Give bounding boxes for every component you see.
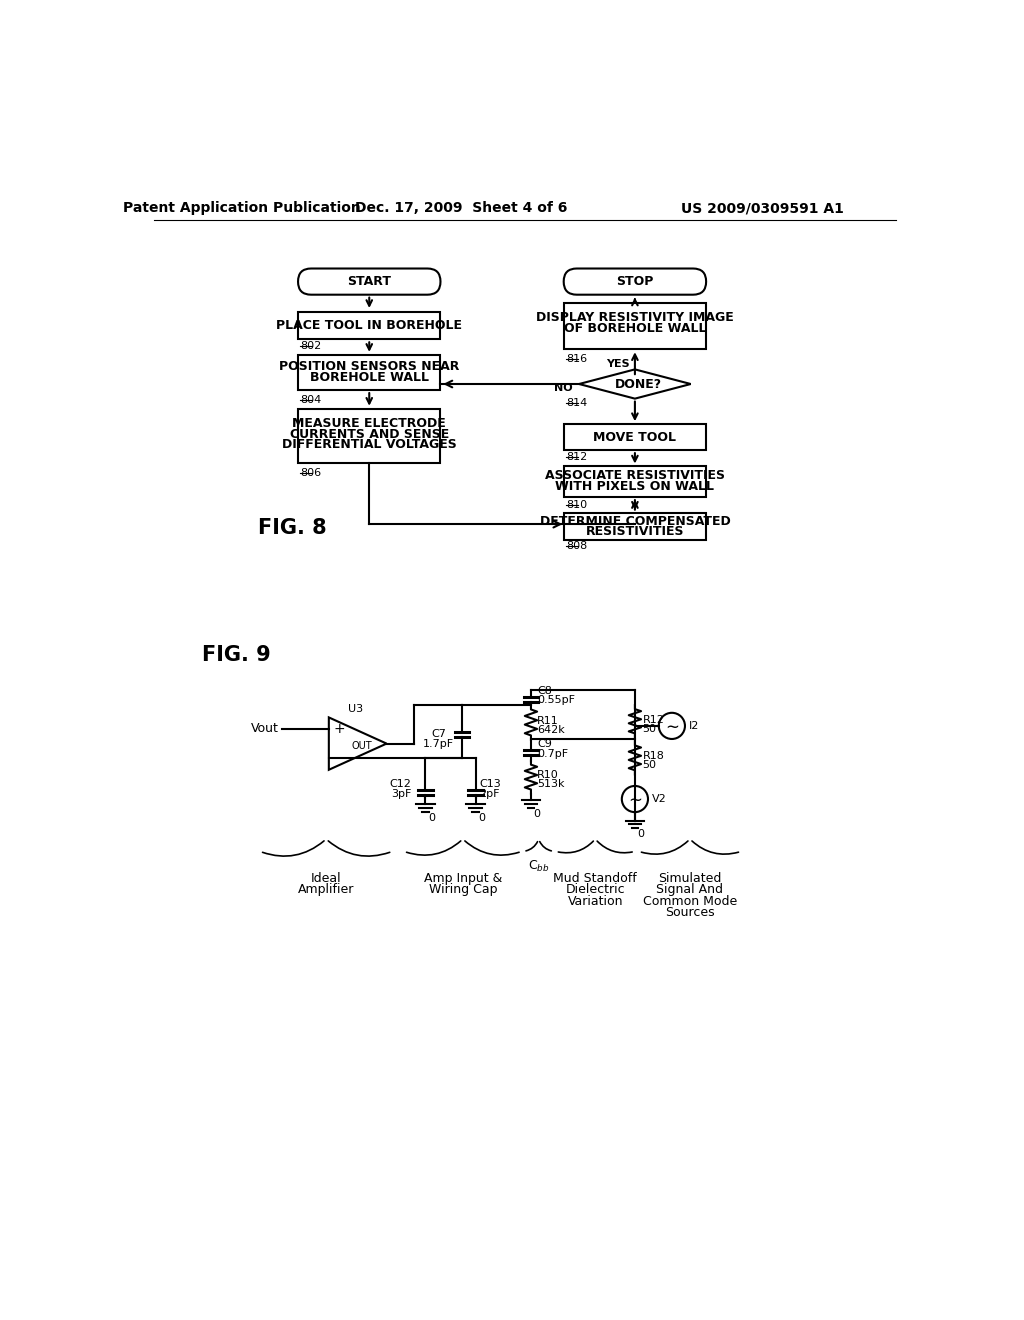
Bar [563,304,707,350]
Text: C13: C13 [479,779,501,788]
Text: Amplifier: Amplifier [298,883,354,896]
Text: 50: 50 [643,760,656,770]
Bar [298,312,440,339]
Text: START: START [347,275,391,288]
Text: MOVE TOOL: MOVE TOOL [594,430,677,444]
Text: ASSOCIATE RESISTIVITIES: ASSOCIATE RESISTIVITIES [545,469,725,482]
Text: 806: 806 [300,467,322,478]
Bar [298,409,440,462]
Text: R18: R18 [643,751,665,760]
Text: Vout: Vout [251,722,280,735]
FancyBboxPatch shape [298,268,440,294]
Text: 0: 0 [428,813,435,824]
Text: 1.7pF: 1.7pF [423,739,454,750]
Text: 2pF: 2pF [479,788,500,799]
Text: −: − [333,751,345,766]
Text: 0: 0 [478,813,484,824]
Text: Common Mode: Common Mode [643,895,737,908]
Text: 802: 802 [300,342,322,351]
Text: Signal And: Signal And [656,883,724,896]
Text: MEASURE ELECTRODE: MEASURE ELECTRODE [293,417,446,430]
Text: STOP: STOP [616,275,653,288]
Text: Ideal: Ideal [311,871,341,884]
Text: 3pF: 3pF [391,788,412,799]
Text: 812: 812 [566,453,587,462]
Circle shape [622,785,648,812]
Text: C7: C7 [431,730,446,739]
Text: R11: R11 [538,715,559,726]
Text: POSITION SENSORS NEAR: POSITION SENSORS NEAR [280,360,460,372]
Text: Wiring Cap: Wiring Cap [429,883,497,896]
Text: DIFFERENTIAL VOLTAGES: DIFFERENTIAL VOLTAGES [282,438,457,451]
Bar [563,512,707,540]
Text: DISPLAY RESISTIVITY IMAGE: DISPLAY RESISTIVITY IMAGE [536,310,734,323]
Text: 642k: 642k [538,725,565,735]
Text: CURRENTS AND SENSE: CURRENTS AND SENSE [290,428,449,441]
Text: Dec. 17, 2009  Sheet 4 of 6: Dec. 17, 2009 Sheet 4 of 6 [355,202,568,215]
Text: +: + [333,722,345,737]
Text: V2: V2 [652,795,667,804]
FancyBboxPatch shape [563,268,707,294]
Text: 810: 810 [566,500,587,510]
Text: US 2009/0309591 A1: US 2009/0309591 A1 [681,202,844,215]
Text: C8: C8 [538,686,552,696]
Text: Patent Application Publication: Patent Application Publication [123,202,361,215]
Text: 0.55pF: 0.55pF [538,694,575,705]
Text: YES: YES [606,359,630,370]
Text: DETERMINE COMPENSATED: DETERMINE COMPENSATED [540,515,730,528]
Polygon shape [329,718,387,770]
Text: 0: 0 [534,809,541,818]
Text: WITH PIXELS ON WALL: WITH PIXELS ON WALL [555,480,715,492]
Text: FIG. 8: FIG. 8 [258,517,327,539]
Text: DONE?: DONE? [615,378,663,391]
Text: C12: C12 [389,779,411,788]
Text: 816: 816 [566,354,587,364]
Text: 808: 808 [566,541,587,552]
Text: Amp Input &: Amp Input & [424,871,502,884]
Text: Dielectric: Dielectric [565,883,625,896]
Text: Sources: Sources [666,907,715,920]
Text: C$_{bb}$: C$_{bb}$ [528,859,550,874]
Text: C9: C9 [538,739,552,750]
Text: Variation: Variation [567,895,623,908]
Text: U3: U3 [348,704,362,714]
Text: Mud Standoff: Mud Standoff [553,871,637,884]
Text: OUT: OUT [351,741,372,751]
Text: 50: 50 [643,723,656,734]
Text: RESISTIVITIES: RESISTIVITIES [586,525,684,539]
Text: Simulated: Simulated [658,871,722,884]
Circle shape [658,713,685,739]
Text: FIG. 9: FIG. 9 [203,645,271,665]
Text: 0.7pF: 0.7pF [538,748,568,759]
Text: R10: R10 [538,770,559,780]
Text: ∼: ∼ [665,718,679,735]
Text: 513k: 513k [538,779,564,789]
Text: I2: I2 [689,721,699,731]
Bar [563,466,707,498]
Bar [563,424,707,450]
Text: PLACE TOOL IN BOREHOLE: PLACE TOOL IN BOREHOLE [276,319,462,333]
Text: BOREHOLE WALL: BOREHOLE WALL [309,371,429,384]
Text: OF BOREHOLE WALL: OF BOREHOLE WALL [563,322,707,335]
Text: R12: R12 [643,714,665,725]
Text: NO: NO [554,383,573,393]
Text: ∼: ∼ [628,791,642,809]
Text: 0: 0 [637,829,644,840]
Text: 814: 814 [566,399,587,408]
Polygon shape [580,370,691,399]
Text: 804: 804 [300,395,322,405]
Bar [298,355,440,391]
